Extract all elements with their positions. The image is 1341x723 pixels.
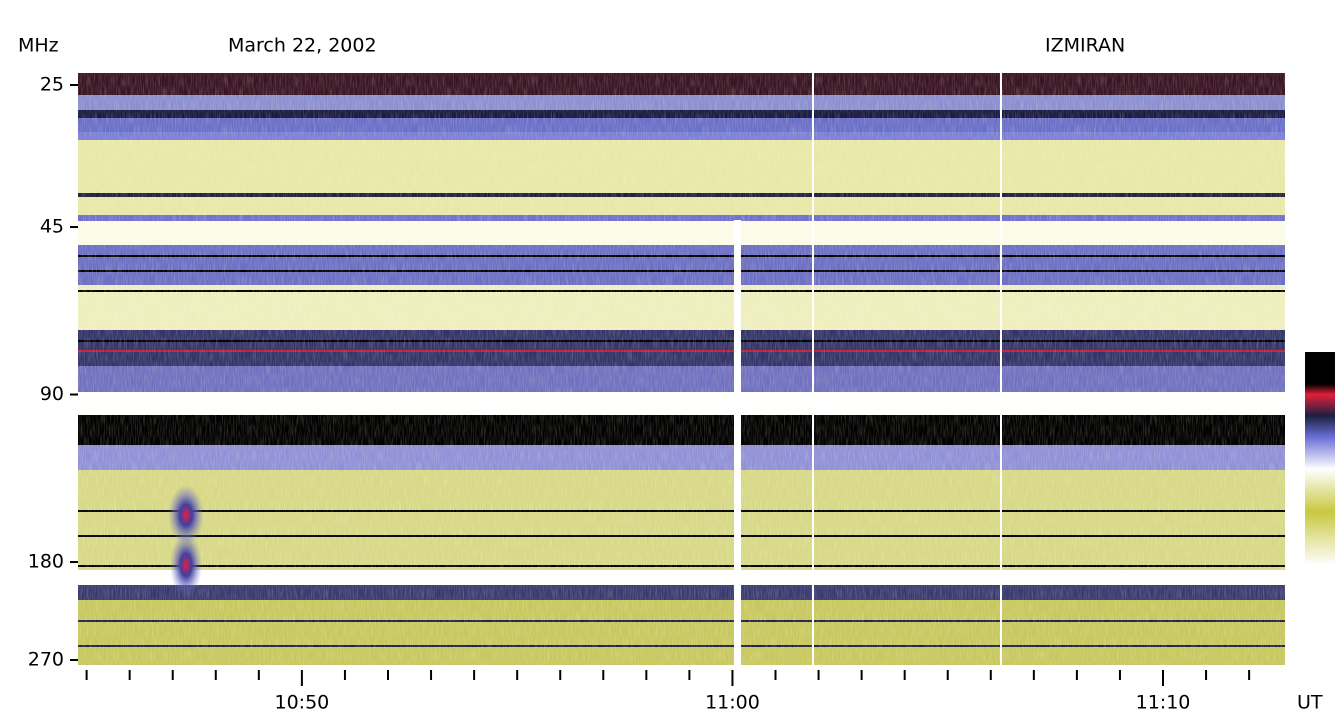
x-tick-label: 10:50 bbox=[275, 692, 330, 714]
color-bar bbox=[1305, 352, 1335, 565]
y-axis-label: MHz bbox=[18, 35, 59, 57]
y-tick-label: 270 bbox=[28, 649, 64, 671]
vertical-gap bbox=[734, 220, 741, 665]
y-tick-label: 90 bbox=[40, 383, 64, 405]
y-tick-label: 25 bbox=[40, 74, 64, 96]
spectrogram-image bbox=[78, 73, 1285, 665]
vertical-line bbox=[1000, 73, 1002, 665]
y-tick-label: 45 bbox=[40, 216, 64, 238]
x-tick-label: 11:10 bbox=[1136, 692, 1191, 714]
vertical-line bbox=[812, 73, 814, 665]
annotation: IZMIRAN bbox=[1045, 35, 1125, 57]
burst bbox=[170, 533, 202, 597]
burst bbox=[168, 485, 204, 545]
y-tick-label: 180 bbox=[28, 551, 64, 573]
x-tick-label: 11:00 bbox=[705, 692, 760, 714]
texture bbox=[78, 73, 1285, 665]
chart-title: March 22, 2002 bbox=[228, 35, 377, 57]
x-axis-label: UT bbox=[1297, 692, 1323, 714]
